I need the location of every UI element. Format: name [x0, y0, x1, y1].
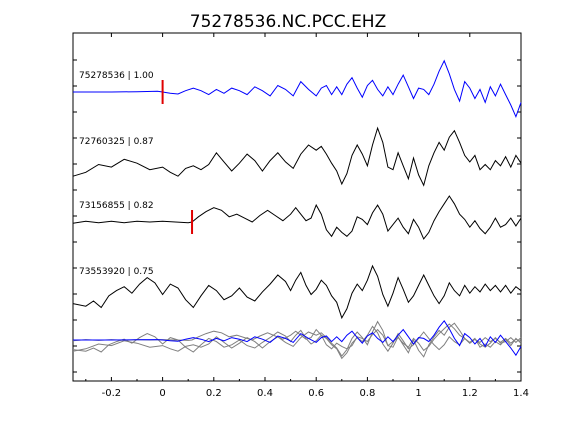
axes-frame	[72, 32, 522, 382]
trace-line	[72, 264, 522, 320]
stack-layer	[72, 319, 522, 360]
x-tick-label: 1.4	[513, 388, 529, 399]
x-tick-label: 1	[415, 388, 421, 399]
x-tick-label: 1.2	[462, 388, 478, 399]
y-axis-ticks	[73, 59, 521, 373]
x-tick-label: 0.6	[308, 388, 324, 399]
stack-trace-reference	[73, 319, 522, 357]
plot-border	[72, 32, 522, 382]
x-tick-label: 0.2	[206, 388, 222, 399]
traces-layer	[72, 59, 522, 320]
stack-trace-neighbor	[72, 320, 522, 358]
trace-label: 72760325 | 0.87	[79, 137, 154, 147]
trace-label: 73156855 | 0.82	[79, 201, 154, 211]
trace-label: 73553920 | 0.75	[79, 267, 154, 277]
x-axis-ticks: -0.2 0 0.2 0.4 0.6 0.8 1 1.2 1.4	[85, 33, 529, 399]
trace-line	[72, 195, 522, 240]
x-tick-label: 0.4	[257, 388, 273, 399]
x-tick-label: 0	[159, 388, 165, 399]
trace-line	[73, 59, 522, 119]
trace-label: 75278536 | 1.00	[79, 71, 154, 81]
chart-title: 75278536.NC.PCC.EHZ	[190, 12, 387, 32]
x-tick-label: -0.2	[102, 388, 122, 399]
trace-labels-layer: 75278536 | 1.00 72760325 | 0.87 73156855 |…	[79, 71, 154, 277]
trace-line	[72, 126, 522, 187]
x-tick-label: 0.8	[359, 388, 375, 399]
